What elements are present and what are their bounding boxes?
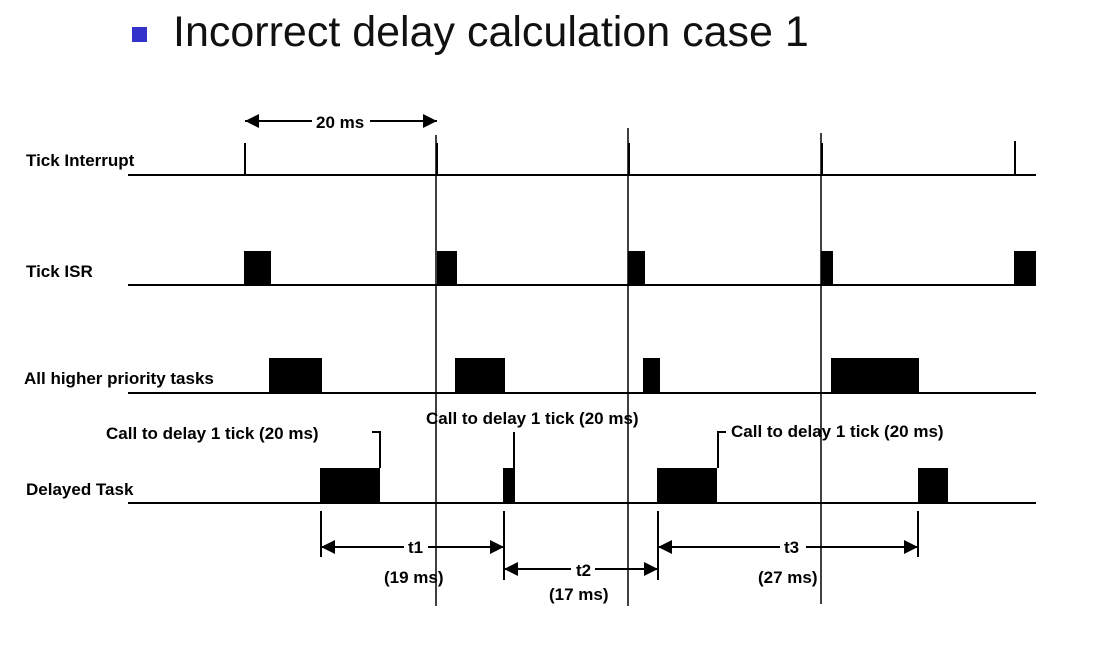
interval-name-t3: t3 (784, 538, 799, 557)
slide-title-text: Incorrect delay calculation case 1 (173, 7, 809, 56)
task-block (643, 358, 660, 393)
delayed-task-blocks (320, 468, 948, 503)
call-pointer-3 (717, 431, 726, 468)
delayed-block (320, 468, 380, 503)
call-annotation-3: Call to delay 1 tick (20 ms) (731, 422, 944, 441)
interval-value-t1: (19 ms) (384, 568, 444, 587)
delayed-block (503, 468, 515, 503)
slide-title: Incorrect delay calculation case 1 (132, 6, 809, 58)
isr-block (1014, 251, 1036, 285)
tick-reference-lines (435, 128, 822, 606)
row-label-delayed-task: Delayed Task (26, 480, 134, 499)
isr-block (437, 251, 457, 285)
task-block (455, 358, 505, 393)
delayed-block (657, 468, 717, 503)
isr-block (821, 251, 833, 285)
tick-marks (244, 141, 1016, 175)
call-pointer-1 (372, 431, 381, 468)
task-block (269, 358, 322, 393)
higher-priority-blocks (269, 358, 919, 393)
isr-block (628, 251, 645, 285)
row-baselines (128, 174, 1036, 504)
interval-name-t1: t1 (408, 538, 423, 557)
interval-value-t3: (27 ms) (758, 568, 818, 587)
row-label-higher-priority: All higher priority tasks (24, 369, 214, 388)
row-label-tick-isr: Tick ISR (26, 262, 93, 281)
call-annotation-2: Call to delay 1 tick (20 ms) (426, 409, 639, 428)
delayed-block (918, 468, 948, 503)
square-bullet-icon (132, 26, 147, 42)
interval-value-t2: (17 ms) (549, 585, 609, 604)
period-label: 20 ms (316, 113, 364, 132)
isr-block (244, 251, 271, 285)
call-annotation-1: Call to delay 1 tick (20 ms) (106, 424, 319, 443)
row-label-tick-interrupt: Tick Interrupt (26, 151, 135, 170)
tick-isr-blocks (244, 251, 1036, 285)
interval-name-t2: t2 (576, 561, 591, 580)
task-block (831, 358, 919, 393)
